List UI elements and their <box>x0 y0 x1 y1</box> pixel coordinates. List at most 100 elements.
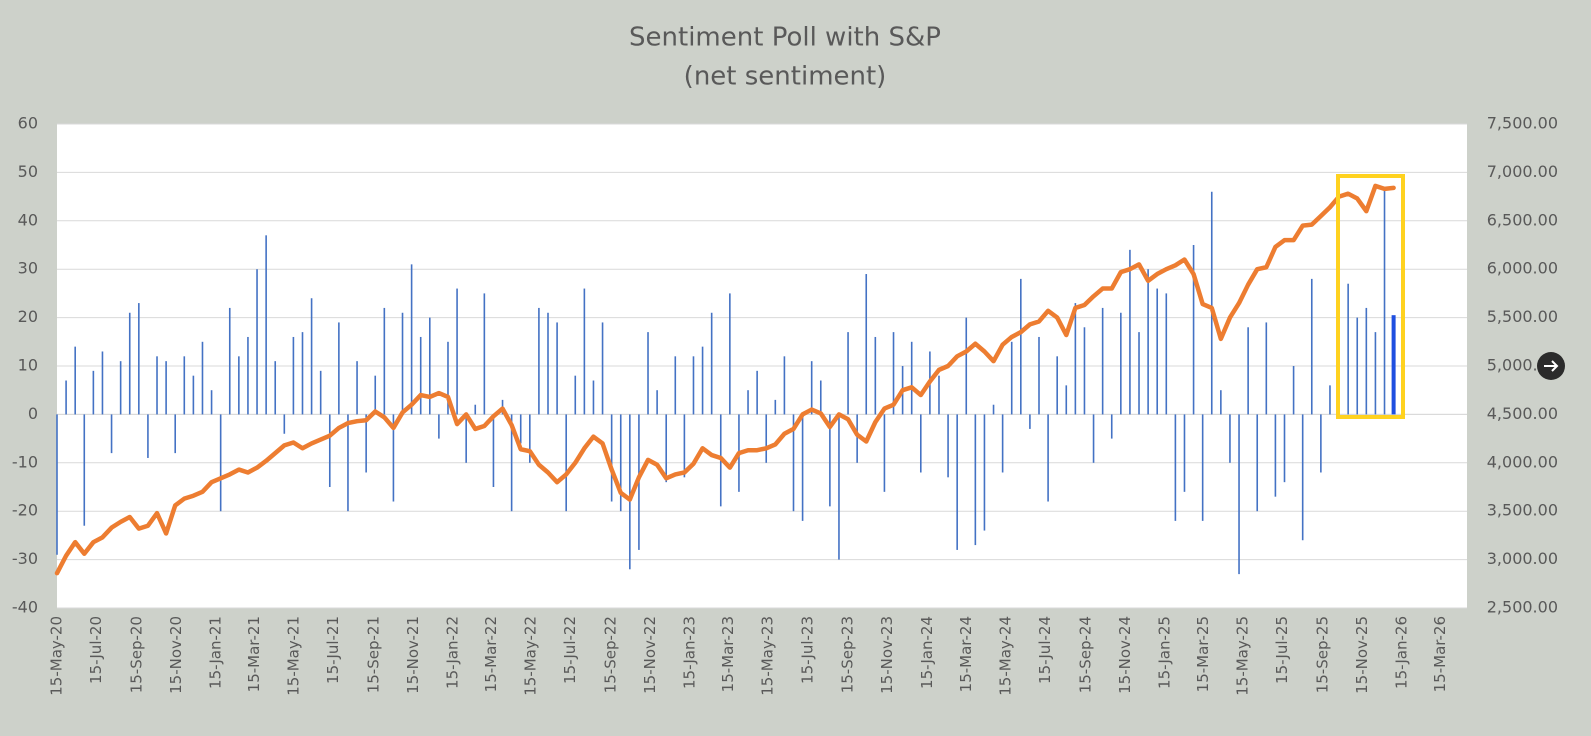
bar <box>510 414 513 512</box>
y2-tick-label: 7,000.00 <box>1487 162 1558 181</box>
bar <box>574 375 577 415</box>
x-tick-label: 15-Sep-22 <box>601 616 619 693</box>
y2-tick-label: 5,500.00 <box>1487 307 1558 326</box>
bar <box>774 399 777 415</box>
bar <box>692 356 695 415</box>
bar <box>983 414 986 531</box>
x-tick-label: 15-Jul-24 <box>1036 616 1054 684</box>
x-tick-label: 15-Jan-24 <box>918 616 936 689</box>
y-tick-label: 0 <box>28 404 38 423</box>
bar <box>74 346 76 415</box>
bar <box>1283 414 1286 483</box>
bar <box>874 336 877 415</box>
x-tick-label: 15-Jul-23 <box>798 616 816 684</box>
bar <box>165 361 167 415</box>
x-tick-label: 15-Nov-25 <box>1353 616 1371 694</box>
x-tick-label: 15-Jan-26 <box>1393 616 1411 689</box>
bar <box>1383 186 1386 415</box>
y-tick-label: 10 <box>18 356 38 375</box>
y2-tick-label: 2,500.00 <box>1487 598 1558 617</box>
x-tick-label: 15-Jul-20 <box>87 616 105 684</box>
y-tick-label: 30 <box>18 259 38 278</box>
x-tick-label: 15-Mar-22 <box>482 616 500 692</box>
bar <box>456 288 458 415</box>
bar <box>274 361 277 415</box>
bar <box>392 414 395 502</box>
x-tick-label: 15-May-22 <box>522 616 540 696</box>
bar <box>210 390 213 415</box>
bars <box>56 186 1396 575</box>
bar <box>292 336 295 415</box>
bar <box>629 414 631 570</box>
bar <box>356 361 358 415</box>
bar <box>674 356 677 415</box>
bar <box>438 414 440 439</box>
bar <box>747 390 749 415</box>
bar <box>328 414 331 487</box>
bar <box>219 414 222 512</box>
bar <box>183 356 186 415</box>
bar <box>1120 312 1122 415</box>
bar <box>647 332 649 415</box>
bar <box>1301 414 1304 541</box>
x-tick-label: 15-Jul-25 <box>1273 616 1291 684</box>
bar <box>1192 245 1195 415</box>
x-tick-label: 15-Jan-23 <box>681 616 699 689</box>
bar <box>701 346 704 415</box>
bar <box>1365 307 1368 415</box>
bar <box>992 404 995 415</box>
bar <box>729 293 731 415</box>
chart-title: Sentiment Poll with S&P <box>629 23 941 53</box>
bar <box>556 322 558 415</box>
x-tick-label: 15-Mar-24 <box>957 616 975 692</box>
bar <box>119 361 122 415</box>
bar <box>1156 288 1159 415</box>
y-tick-label: 50 <box>18 162 38 181</box>
x-tick-label: 15-Nov-21 <box>404 616 422 694</box>
bar <box>1092 414 1095 463</box>
bar <box>610 414 613 502</box>
bar <box>1320 414 1322 473</box>
bar <box>1174 414 1177 521</box>
bar <box>856 414 858 463</box>
y2-tick-label: 7,500.00 <box>1487 114 1558 133</box>
bar <box>383 307 386 415</box>
bar <box>1329 385 1331 415</box>
bar <box>1165 293 1168 415</box>
x-tick-label: 15-Sep-24 <box>1076 616 1094 693</box>
x-tick-label: 15-May-25 <box>1233 616 1251 696</box>
bar <box>1391 315 1396 415</box>
bar <box>65 380 67 415</box>
bar <box>756 370 758 415</box>
bar <box>1083 327 1086 415</box>
bar <box>710 312 713 415</box>
bar <box>310 298 313 415</box>
bar <box>319 370 322 415</box>
scroll-button[interactable] <box>1537 352 1565 380</box>
bar <box>483 293 486 415</box>
bar <box>1292 366 1295 415</box>
bar <box>1147 269 1149 415</box>
x-tick-label: 15-Mar-23 <box>719 616 737 692</box>
bar <box>1110 414 1113 439</box>
x-tick-label: 15-Sep-21 <box>364 616 382 693</box>
bar <box>1065 385 1068 415</box>
y2-tick-label: 3,500.00 <box>1487 501 1558 520</box>
bar <box>1001 414 1004 473</box>
bar <box>301 332 304 415</box>
x-tick-label: 15-May-20 <box>48 616 66 696</box>
y2-tick-label: 4,500.00 <box>1487 404 1558 423</box>
bar <box>1347 283 1349 415</box>
bar <box>147 414 149 458</box>
bar <box>1129 249 1131 415</box>
x-tick-label: 15-Jan-22 <box>444 616 462 689</box>
x-tick-label: 15-Sep-20 <box>127 616 145 693</box>
bar <box>1374 332 1377 415</box>
bar <box>492 414 495 487</box>
bar <box>83 414 86 526</box>
bar <box>401 312 404 415</box>
bar <box>192 375 195 415</box>
bar <box>138 303 140 415</box>
bar <box>247 336 249 415</box>
bar <box>374 375 377 415</box>
